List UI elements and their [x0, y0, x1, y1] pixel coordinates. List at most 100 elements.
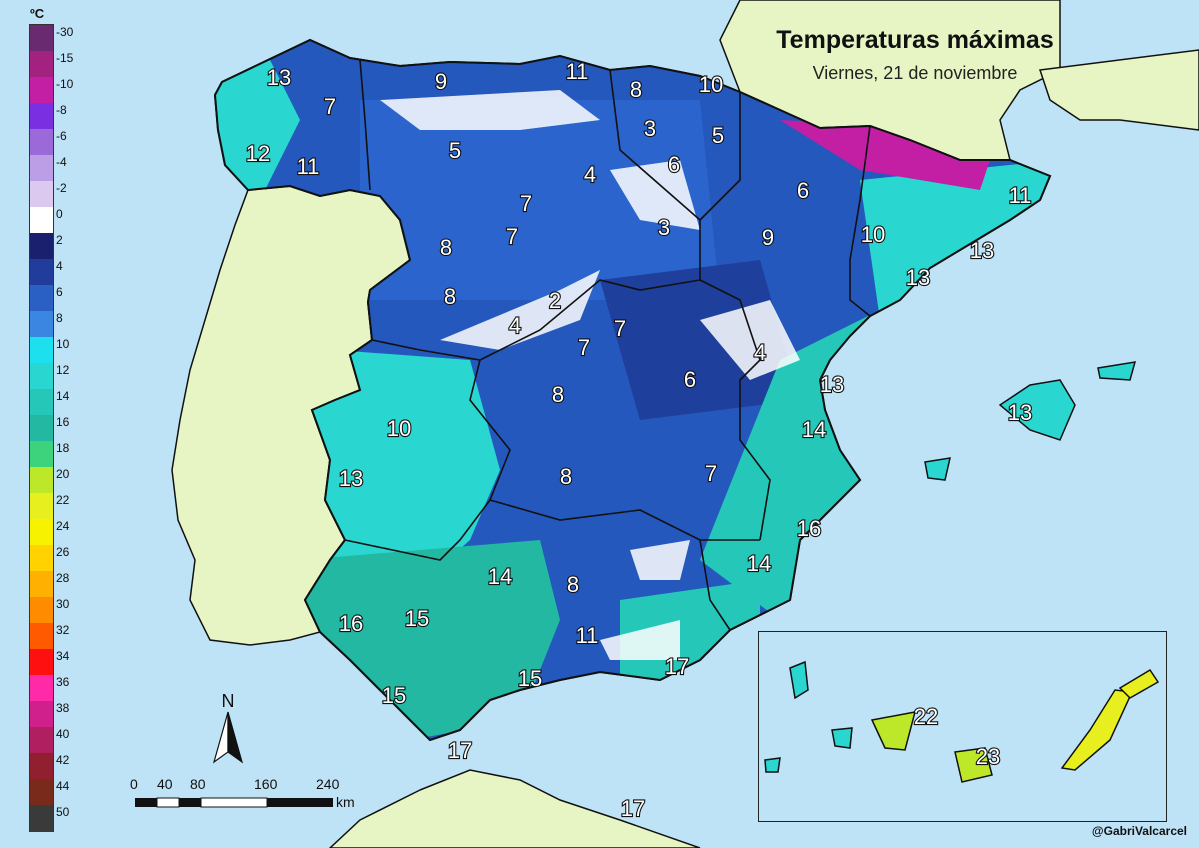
temperature-label: 23: [976, 744, 1000, 769]
legend-label: -10: [56, 77, 74, 91]
temperature-label: 10: [861, 222, 885, 247]
temperature-label: 10: [699, 72, 723, 97]
balearic-islands: [924, 361, 1137, 481]
scale-tick-4: 240: [316, 776, 340, 792]
legend-label: 42: [56, 753, 70, 767]
scale-tick-1: 40: [157, 776, 173, 792]
legend-swatch: [30, 337, 53, 364]
legend-label: 2: [56, 233, 63, 247]
temperature-label: 5: [449, 138, 461, 163]
map-title: Temperaturas máximas: [776, 26, 1054, 54]
temperature-label: 14: [488, 564, 512, 589]
temperature-label: 7: [705, 461, 717, 486]
legend-swatch: [30, 311, 53, 338]
legend-label: 36: [56, 675, 70, 689]
temperature-label: 8: [560, 464, 572, 489]
legend-label: 26: [56, 545, 70, 559]
legend-swatch: [30, 363, 53, 390]
temperature-label: 4: [509, 313, 521, 338]
legend-label: -4: [56, 155, 67, 169]
legend-swatch: [30, 77, 53, 104]
legend-label: -8: [56, 103, 67, 117]
legend-label: 50: [56, 805, 70, 819]
temperature-label: 6: [797, 178, 809, 203]
legend-swatch: [30, 207, 53, 234]
temperature-label: 2: [549, 288, 561, 313]
legend-label: 32: [56, 623, 70, 637]
legend-label: 34: [56, 649, 70, 663]
north-label: N: [222, 691, 235, 711]
temperature-label: 6: [684, 367, 696, 392]
temperature-label: 17: [621, 796, 645, 821]
temperature-label: 3: [658, 215, 670, 240]
legend-swatch: [30, 259, 53, 286]
temperature-label: 14: [802, 417, 826, 442]
temperature-label: 7: [324, 94, 336, 119]
temperature-label: 14: [747, 551, 771, 576]
temperature-label: 4: [584, 162, 596, 187]
temperature-label: 12: [246, 141, 270, 166]
temperature-label: 13: [1008, 400, 1032, 425]
legend-swatch: [30, 467, 53, 494]
legend-swatch: [30, 51, 53, 78]
canary-inset-frame: [758, 631, 1167, 822]
temperature-label: 9: [762, 225, 774, 250]
scale-unit: km: [336, 794, 355, 810]
temperature-label: 9: [435, 69, 447, 94]
temperature-label: 13: [820, 372, 844, 397]
legend-swatch: [30, 597, 53, 624]
temperature-label: 7: [506, 224, 518, 249]
legend-swatch: [30, 233, 53, 260]
legend-swatch: [30, 389, 53, 416]
author-credit: @GabriValcarcel: [1091, 824, 1187, 838]
temperature-label: 5: [712, 123, 724, 148]
legend-label: -2: [56, 181, 67, 195]
temperature-label: 7: [520, 191, 532, 216]
temperature-label: 11: [1009, 183, 1032, 208]
region-borders: [344, 59, 871, 631]
temperature-label: 13: [906, 265, 930, 290]
temperature-label: 22: [914, 704, 938, 729]
legend-label: 0: [56, 207, 63, 221]
temperature-label: 8: [440, 235, 452, 260]
temperature-label: 8: [630, 77, 642, 102]
color-legend: [29, 24, 54, 832]
legend-swatch: [30, 545, 53, 572]
temperature-label: 13: [339, 466, 363, 491]
temperature-label: 16: [797, 516, 821, 541]
temperature-label: 13: [970, 238, 994, 263]
scale-tick-2: 80: [190, 776, 206, 792]
temperature-label: 16: [339, 611, 363, 636]
legend-swatch: [30, 493, 53, 520]
legend-swatch: [30, 701, 53, 728]
temperature-label: 15: [518, 666, 542, 691]
legend-label: 6: [56, 285, 63, 299]
legend-swatch: [30, 129, 53, 156]
scale-bar: [135, 797, 333, 808]
temperature-label: 4: [754, 340, 766, 365]
temperature-label: 17: [448, 738, 472, 763]
legend-swatch: [30, 805, 53, 832]
legend-swatch: [30, 25, 53, 52]
legend-label: 22: [56, 493, 70, 507]
temperature-label: 15: [382, 683, 406, 708]
temperature-label: 7: [578, 335, 590, 360]
legend-label: -30: [56, 25, 74, 39]
legend-label: 28: [56, 571, 70, 585]
legend-label: 10: [56, 337, 70, 351]
canary-islands: [764, 660, 1160, 783]
legend-swatch: [30, 181, 53, 208]
legend-swatch: [30, 753, 53, 780]
legend-swatch: [30, 441, 53, 468]
legend-swatch: [30, 103, 53, 130]
legend-label: 16: [56, 415, 70, 429]
temperature-label: 7: [614, 316, 626, 341]
temperature-label: 11: [576, 623, 599, 648]
temperature-label: 8: [567, 572, 579, 597]
temperature-label: 11: [566, 59, 589, 84]
legend-unit: ºC: [30, 6, 45, 21]
legend-label: 40: [56, 727, 70, 741]
legend-swatch: [30, 779, 53, 806]
legend-label: 18: [56, 441, 70, 455]
legend-swatch: [30, 285, 53, 312]
